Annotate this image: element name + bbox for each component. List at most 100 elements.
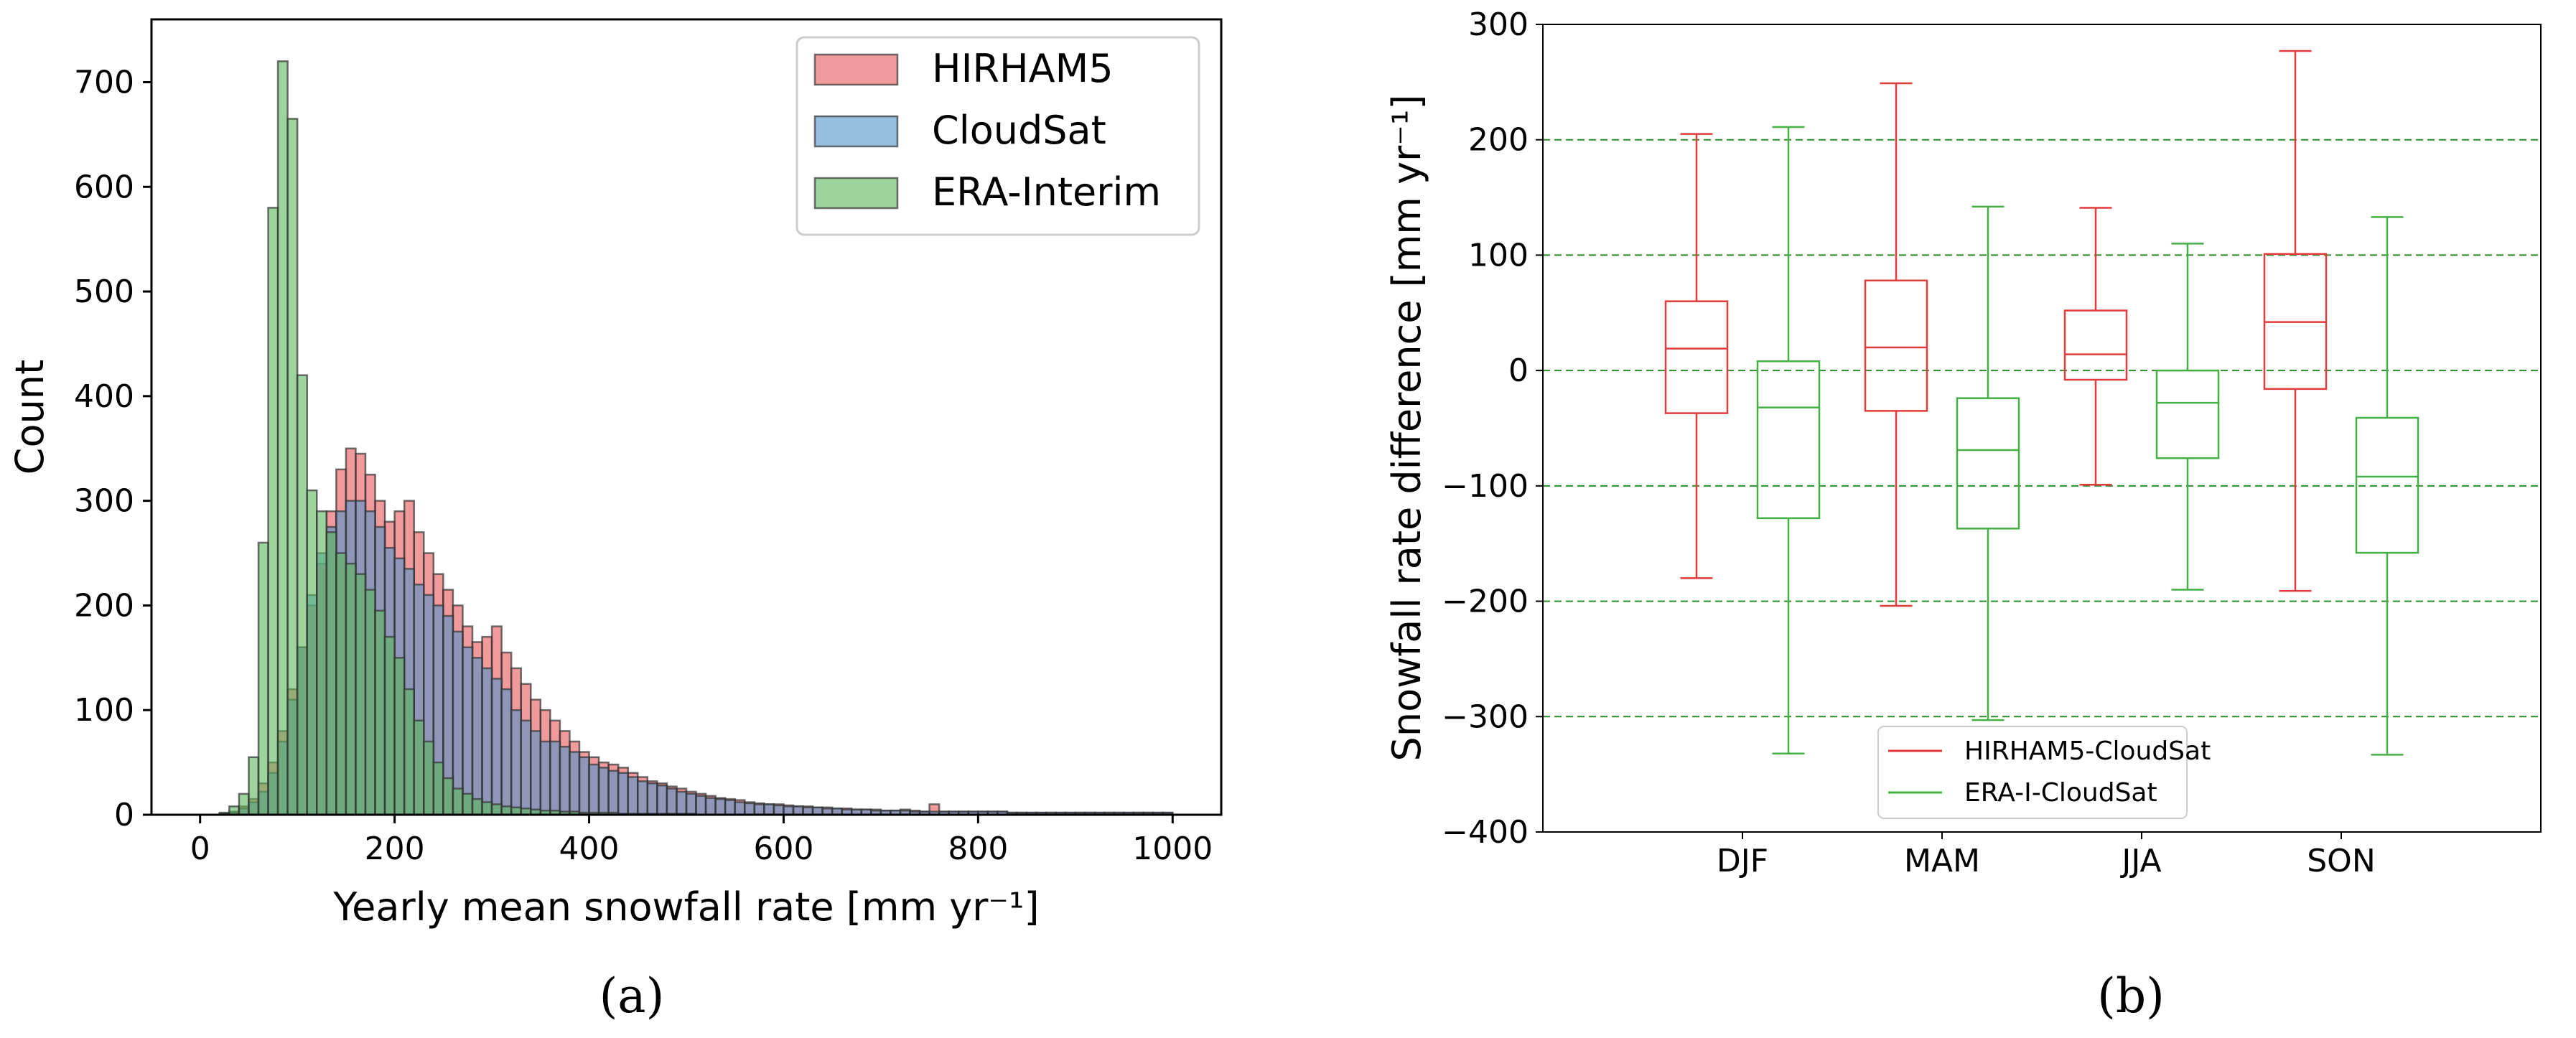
boxplot-boxes [1664, 50, 2419, 756]
boxplot-frame [1542, 24, 2542, 833]
histogram-bar [753, 803, 765, 816]
histogram-bar [734, 801, 746, 816]
histogram-bar [403, 688, 415, 816]
histogram-y-ticks: 0 100 200 300 400 500 600 700 [74, 64, 151, 833]
boxplot-x-tick-label: JJA [2119, 843, 2161, 879]
histogram-bar [811, 806, 823, 816]
boxplot-x-ticks: DJF MAM JJA SON [1717, 832, 2376, 879]
histogram-y-tick-label: 400 [74, 378, 134, 415]
histogram-bar [481, 801, 493, 816]
boxplot-box [1864, 279, 1928, 412]
histogram-y-tick-label: 100 [74, 692, 134, 729]
boxplot-x-tick-label: SON [2307, 843, 2375, 879]
histogram-x-tick-label: 600 [753, 831, 813, 867]
histogram-bar [569, 751, 581, 816]
boxplot-panel: DJF MAM JJA SON −400−300−200−1000100200300 … [1384, 6, 2542, 1024]
histogram-bar [248, 756, 260, 816]
histogram-bar [539, 740, 551, 816]
boxplot-box [1756, 360, 1821, 520]
histogram-bar [286, 118, 299, 816]
histogram-bar [597, 767, 610, 816]
histogram-y-tick-label: 700 [74, 64, 134, 100]
boxplot-y-tick-label: 200 [1468, 122, 1529, 159]
histogram-bar [500, 805, 513, 816]
boxplot-box [2063, 309, 2128, 381]
histogram-bar [345, 562, 357, 816]
histogram-y-tick-label: 300 [74, 483, 134, 520]
boxplot-y-tick-label: −300 [1442, 698, 1529, 735]
histogram-y-tick-label: 0 [114, 797, 134, 833]
histogram-bar [432, 761, 444, 816]
histogram-bar [490, 678, 503, 816]
histogram-bar [588, 763, 600, 816]
histogram-bar [714, 798, 727, 816]
histogram-bar [783, 805, 795, 816]
histogram-bar [393, 657, 406, 816]
histogram-bar [773, 804, 785, 816]
histogram-bar [627, 776, 639, 816]
boxplot-gridlines [1543, 139, 2541, 718]
histogram-x-tick-label: 800 [948, 831, 1008, 867]
histogram-bar [355, 573, 367, 816]
histogram-bar [617, 772, 629, 816]
histogram-bar [316, 510, 328, 816]
histogram-bar [530, 730, 542, 816]
histogram-bar [364, 589, 376, 816]
histogram-bar [676, 790, 688, 816]
histogram-bar [802, 806, 814, 816]
histogram-bar [520, 719, 532, 816]
histogram-bar [481, 667, 493, 816]
histogram-bar [637, 780, 649, 816]
histogram-bar [335, 552, 347, 816]
histogram-bar [276, 60, 289, 816]
histogram-bar [257, 541, 269, 816]
histogram-y-tick-label: 200 [74, 587, 134, 624]
histogram-bar [724, 799, 736, 816]
histogram-bar [763, 803, 775, 816]
histogram-y-tick-label: 600 [74, 169, 134, 205]
boxplot-box [1664, 300, 1729, 414]
histogram-x-ticks: 0 200 400 600 800 1000 [190, 815, 1213, 867]
histogram-x-axis-title: Yearly mean snowfall rate [mm yr⁻¹] [332, 884, 1039, 930]
boxplot-y-tick-label: 0 [1508, 352, 1529, 389]
histogram-bars [218, 60, 1174, 816]
boxplot-y-tick-label: −100 [1442, 468, 1529, 505]
histogram-bar [267, 207, 279, 816]
histogram-bar [471, 798, 483, 816]
histogram-legend-swatch [813, 53, 899, 86]
histogram-bar [607, 770, 620, 816]
histogram-bar [462, 792, 474, 816]
histogram-legend: HIRHAM5 CloudSat ERA-Interim [795, 36, 1200, 236]
boxplot-legend-label: ERA-I-CloudSat [1964, 778, 2157, 808]
boxplot-legend-frame [1877, 726, 2188, 819]
histogram-bar [646, 782, 658, 816]
histogram-bar [462, 646, 474, 816]
histogram-bar [325, 531, 337, 816]
histogram-legend-label: CloudSat [932, 108, 1106, 153]
histogram-bar [510, 806, 522, 816]
histogram-x-tick-label: 0 [190, 831, 210, 867]
boxplot-y-tick-label: −200 [1442, 584, 1529, 620]
boxplot-box [1956, 397, 2020, 530]
histogram-bar [792, 805, 804, 816]
histogram-bar [695, 795, 707, 816]
boxplot-y-axis-title: Snowfall rate difference [mm yr⁻¹] [1384, 95, 1429, 762]
boxplot-box [2355, 416, 2419, 554]
histogram-bar [452, 787, 464, 816]
boxplot-series-era-i-cloudsat [1756, 126, 2419, 756]
panel-label-a: (a) [599, 968, 665, 1024]
boxplot-x-tick-label: DJF [1717, 843, 1768, 879]
histogram-bar [442, 777, 454, 816]
histogram-bar [374, 609, 386, 816]
histogram-bar [704, 797, 717, 816]
histogram-bar [666, 787, 678, 816]
histogram-bar [238, 792, 250, 816]
histogram-bar [490, 803, 503, 816]
histogram-legend-swatch [813, 115, 899, 148]
histogram-bar [656, 784, 668, 816]
histogram-bar [228, 805, 241, 816]
boxplot-y-tick-label: 100 [1468, 237, 1529, 273]
histogram-bar [744, 802, 756, 816]
histogram-panel: 0 200 400 600 800 1000 0 100 200 300 400 500 600 700… [7, 18, 1223, 1024]
